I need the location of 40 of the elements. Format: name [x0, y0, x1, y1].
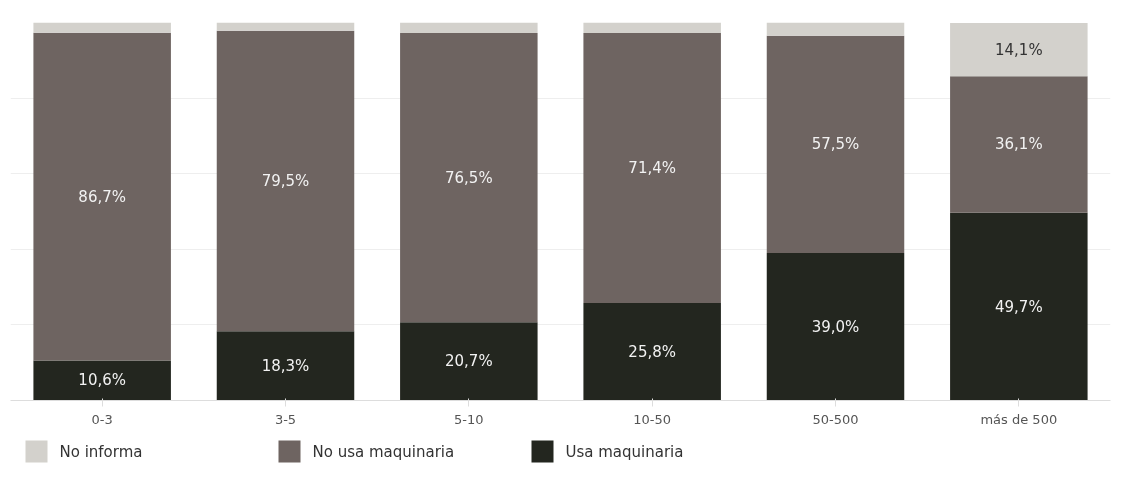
bar	[583, 302, 721, 401]
x-tick-label: 0-3	[91, 411, 113, 427]
legend-label: No informa	[59, 442, 143, 461]
bar	[33, 360, 171, 401]
data-label: 39,0%	[811, 317, 860, 336]
data-label: 49,7%	[995, 297, 1043, 316]
bar	[950, 22, 1088, 77]
bar	[766, 22, 905, 36]
bar	[33, 32, 171, 361]
data-label: 10,6%	[78, 371, 126, 390]
data-label: 36,1%	[995, 135, 1043, 154]
bar	[400, 322, 538, 401]
bar	[583, 22, 721, 34]
x-tick-label: 10-50	[633, 411, 672, 427]
x-tick-label: más de 500	[980, 411, 1058, 427]
legend-label: No usa maquinaria	[312, 442, 455, 461]
bar	[950, 212, 1088, 401]
x-tick-label: 5-10	[454, 411, 484, 427]
data-label: 14,1%	[995, 40, 1043, 59]
bar	[400, 33, 538, 323]
data-label: 71,4%	[628, 159, 676, 178]
data-label: 76,5%	[445, 168, 493, 187]
data-label: 25,8%	[628, 342, 676, 361]
bar	[583, 33, 721, 303]
bar	[400, 22, 538, 34]
bar	[216, 30, 355, 332]
legend-label: Usa maquinaria	[565, 442, 684, 461]
bar	[216, 22, 355, 31]
data-label: 20,7%	[445, 352, 493, 371]
bar	[950, 76, 1088, 213]
data-label: 57,5%	[811, 135, 860, 154]
bar	[33, 22, 171, 33]
x-tick-label: 50-500	[812, 411, 859, 427]
bar	[766, 253, 905, 401]
data-label: 86,7%	[78, 187, 126, 206]
bar	[216, 331, 355, 401]
data-label: 79,5%	[261, 172, 310, 191]
x-tick-label: 3-5	[274, 411, 297, 427]
bar	[766, 35, 905, 254]
data-label: 18,3%	[261, 356, 310, 375]
